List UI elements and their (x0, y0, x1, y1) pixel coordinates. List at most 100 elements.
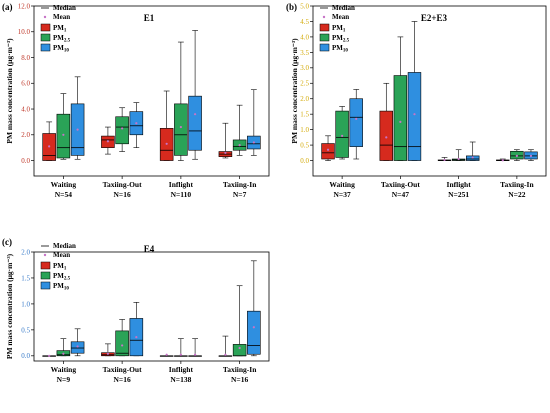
box-pm10-taxiing-in (247, 89, 261, 156)
plot-frame (312, 5, 547, 177)
mean-marker (121, 344, 124, 347)
legend-swatch-1 (40, 33, 51, 42)
box-iqr (56, 113, 71, 159)
mean-marker (193, 353, 197, 356)
legend-mean-label: Mean (53, 13, 70, 21)
box-pm10-taxiing-in (247, 260, 261, 357)
y-tick-label: 5.0 (300, 2, 309, 10)
category-label: Waiting (51, 180, 77, 189)
box-pm25-inflight (174, 41, 188, 161)
box-pm25-waiting (56, 93, 71, 160)
legend-swatch-2 (40, 281, 51, 290)
n-label: N=16 (114, 190, 131, 199)
box-iqr (115, 116, 129, 145)
legend-swatch-0 (40, 23, 51, 32)
mean-marker (165, 353, 168, 356)
box-pm10-taxiing-in (524, 149, 538, 161)
box-pm1-waiting (42, 354, 56, 357)
legend-swatch-2 (40, 43, 51, 52)
box-pm10-taxiing-out (407, 21, 422, 161)
mean-marker (341, 134, 344, 137)
legend-median-label: Median (53, 4, 76, 12)
mean-marker (515, 154, 518, 158)
panel-e4: 0.0 0.5 1.0 1.5 2.0 PM mass concentration (μg… (2, 237, 270, 384)
n-label: N=251 (448, 190, 469, 199)
mean-marker (501, 159, 504, 162)
category-label: Waiting (51, 365, 77, 374)
n-label: N=9 (57, 375, 71, 384)
y-tick-label: 8.0 (21, 54, 30, 62)
y-tick-label: 0.5 (300, 141, 309, 149)
box-pm1-waiting (321, 135, 335, 161)
y-tick-label: 0.0 (21, 157, 30, 165)
legend-series-label-1: PM2.5 (53, 34, 71, 44)
n-label: N=37 (334, 190, 351, 199)
box-pm1-inflight (437, 157, 452, 162)
y-tick-label: 10.0 (18, 28, 31, 36)
panel-title: E2+E3 (421, 13, 448, 23)
mean-marker (106, 352, 110, 355)
plot-frame (33, 251, 270, 362)
mean-marker (121, 127, 124, 130)
mean-marker (529, 154, 533, 158)
legend-series-label-2: PM10 (332, 44, 348, 54)
legend-series-label-0: PM1 (332, 24, 346, 34)
mean-marker (252, 141, 255, 144)
mean-marker (413, 113, 416, 116)
box-iqr (349, 98, 363, 147)
legend-series-label-2: PM10 (53, 282, 69, 292)
legend-swatch-0 (319, 23, 330, 32)
box-iqr (407, 72, 422, 161)
box-pm25-taxiing-in (232, 285, 247, 357)
y-tick-label: 4.0 (300, 33, 309, 41)
box-pm10-inflight (466, 141, 480, 161)
mean-marker (106, 140, 110, 143)
mean-marker (76, 345, 79, 348)
n-label: N=22 (508, 190, 525, 199)
box-pm10-waiting (70, 328, 85, 357)
y-tick-label: 0.5 (21, 326, 30, 334)
mean-marker (238, 143, 241, 147)
y-tick-label: 4.5 (300, 18, 309, 26)
box-pm25-inflight (451, 149, 466, 161)
box-iqr (247, 310, 261, 355)
mean-marker (399, 120, 402, 124)
mean-marker (355, 117, 358, 120)
y-tick-label: 2.0 (21, 131, 30, 139)
box-pm25-waiting (335, 106, 349, 160)
box-pm1-taxiing-in (218, 335, 233, 357)
legend-series-label-0: PM1 (53, 24, 67, 34)
n-label: N=47 (392, 190, 409, 199)
panel-label: (c) (2, 237, 12, 247)
category-label: Taxiing-Out (103, 365, 142, 374)
panel-e2-e3: 0.0 0.5 1.0 1.5 2.0 2.5 3.0 3.5 4.0 4.5 5.0 PM mass… (286, 2, 547, 199)
mean-marker (224, 151, 227, 154)
category-label: Waiting (329, 180, 355, 189)
y-axis-label: PM mass concentration (μg·m⁻³) (5, 253, 14, 359)
legend-mean-swatch (43, 15, 47, 19)
mean-marker (48, 354, 51, 357)
y-tick-label: 4.0 (21, 105, 30, 113)
category-label: Taxiing-In (223, 365, 257, 374)
legend-series-label-1: PM2.5 (53, 272, 71, 282)
mean-marker (62, 352, 65, 355)
box-pm10-taxiing-out (129, 302, 144, 357)
box-pm1-taxiing-in (496, 158, 510, 162)
category-label: Taxiing-Out (103, 180, 142, 189)
category-label: Inflight (169, 365, 194, 374)
legend-swatch-1 (319, 33, 330, 42)
mean-marker (48, 145, 51, 148)
n-label: N=54 (55, 190, 72, 199)
box-pm1-taxiing-out (101, 126, 115, 155)
box-iqr (393, 75, 408, 161)
legend-swatch-2 (319, 43, 330, 52)
box-pm25-taxiing-in (232, 104, 247, 156)
box-pm10-inflight (188, 338, 202, 357)
category-label: Taxiing-In (500, 180, 534, 189)
legend-median-label: Median (332, 4, 355, 12)
mean-marker (135, 122, 138, 125)
mean-marker (224, 353, 227, 356)
y-tick-label: 1.0 (21, 300, 30, 308)
